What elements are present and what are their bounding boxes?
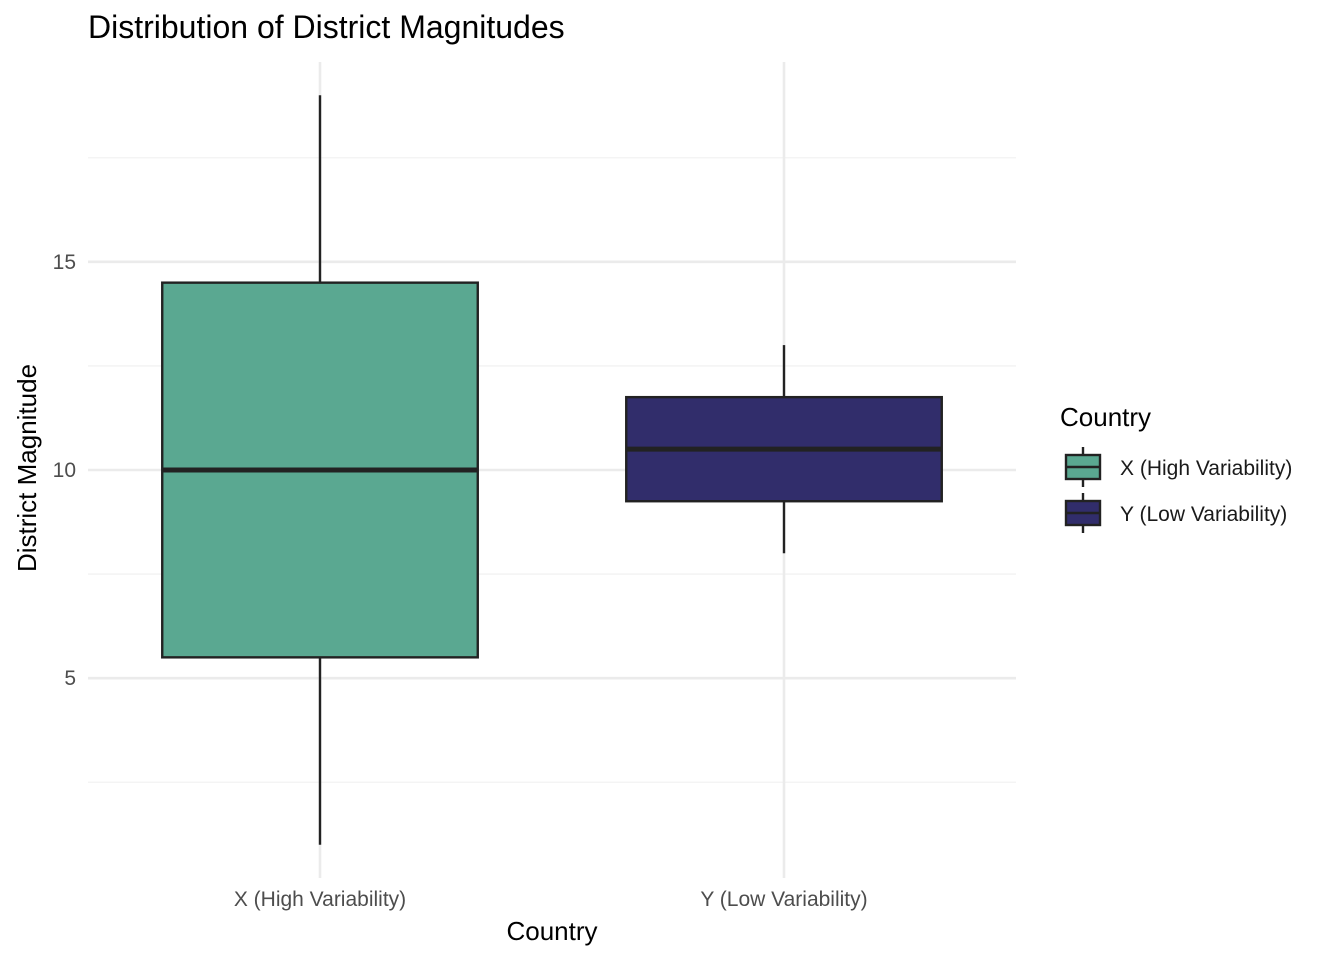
x-tick-label: Y (Low Variability) (700, 888, 867, 911)
x-axis-title: Country (506, 916, 597, 946)
y-tick-label: 15 (53, 251, 76, 274)
plot-area (161, 95, 943, 845)
chart-title: Distribution of District Magnitudes (88, 9, 565, 45)
legend-label: X (High Variability) (1120, 457, 1292, 480)
legend-item-2: Y (Low Variability) (1064, 493, 1287, 533)
y-tick-label: 5 (64, 667, 76, 690)
x-tick-label: X (High Variability) (234, 888, 406, 911)
legend: Country X (High Variability) Y (Low Varia… (1060, 402, 1292, 533)
legend-item-1: X (High Variability) (1064, 447, 1292, 487)
y-axis-ticks: 5 10 15 (53, 251, 76, 690)
y-tick-label: 10 (53, 459, 76, 482)
y-axis-title: District Magnitude (12, 364, 42, 572)
legend-label: Y (Low Variability) (1120, 503, 1287, 526)
legend-title: Country (1060, 402, 1151, 432)
x-axis-ticks: X (High Variability) Y (Low Variability) (234, 888, 868, 911)
box-1 (161, 95, 479, 845)
box-2 (625, 345, 943, 554)
